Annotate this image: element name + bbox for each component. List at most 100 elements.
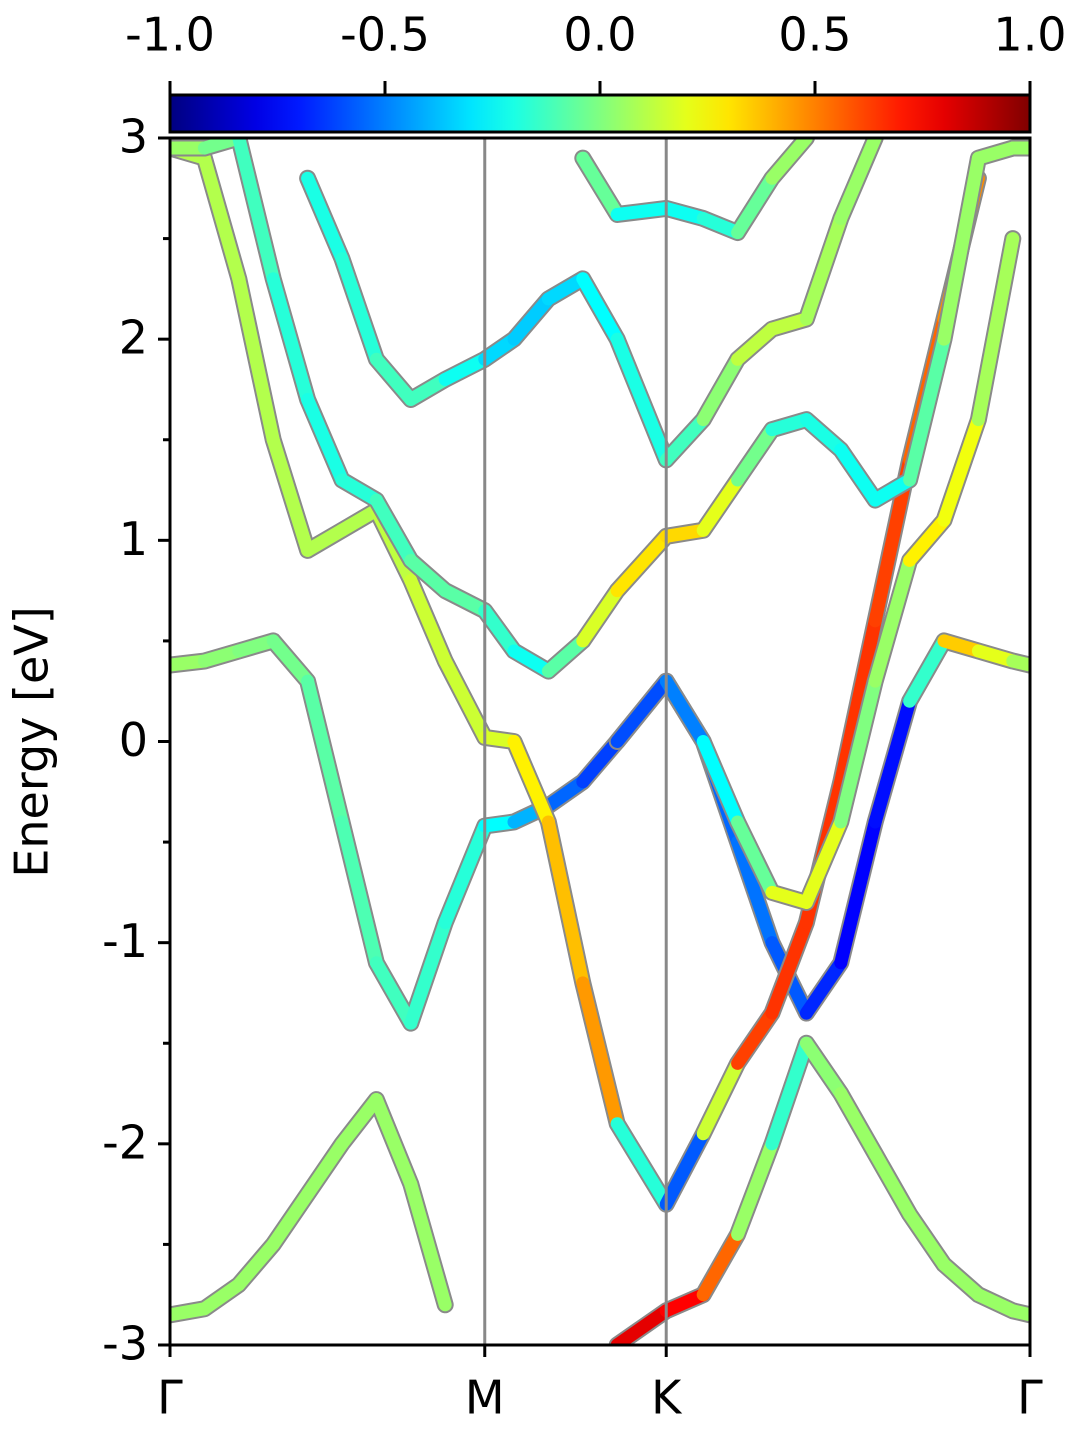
band-segment	[868, 694, 917, 829]
band-segment	[731, 835, 779, 950]
band-segment	[1006, 1304, 1030, 1322]
band-segment	[541, 272, 590, 306]
band-segment	[335, 815, 383, 970]
band-segment	[696, 352, 745, 427]
band-segment	[438, 819, 492, 930]
bands	[170, 138, 1030, 1345]
band-segment	[903, 513, 951, 567]
band-segment	[799, 413, 848, 457]
band-outline	[608, 230, 1022, 911]
band-segment	[369, 1093, 418, 1191]
band-segment	[731, 423, 779, 487]
band-segment	[576, 584, 624, 648]
band-segment	[610, 1304, 673, 1345]
band-segment	[868, 553, 917, 688]
band-segment	[541, 634, 590, 678]
band-segment	[765, 1036, 813, 1151]
band-segment	[576, 735, 624, 789]
band-segment	[834, 138, 882, 225]
band-segment	[369, 956, 418, 1030]
x-tick-label: K	[651, 1371, 683, 1425]
band-segment	[438, 654, 492, 744]
y-tick-label: 2	[119, 311, 148, 365]
y-tick-label: -3	[102, 1317, 148, 1371]
band-segment	[576, 976, 624, 1131]
band-segment	[937, 1258, 985, 1302]
band-segment	[799, 815, 848, 909]
y-tick-label: 3	[119, 110, 148, 164]
band-segment	[799, 1036, 848, 1101]
band-segment	[610, 332, 673, 467]
band-segment	[232, 138, 280, 286]
band-segment	[903, 634, 951, 708]
band-segment	[868, 473, 917, 507]
band-segment	[971, 232, 1020, 427]
band-segment	[834, 1087, 882, 1161]
band-segment	[696, 473, 745, 537]
y-tick-label: -2	[102, 1115, 148, 1169]
band-segment	[335, 1093, 383, 1151]
band-segment	[266, 272, 315, 407]
band-segment	[799, 956, 848, 1020]
band-segment	[438, 584, 492, 618]
band-segment	[937, 151, 985, 346]
band-segment	[659, 1127, 710, 1211]
y-tick-label: 0	[119, 713, 148, 767]
band-segment	[868, 1147, 917, 1221]
y-tick-label: -1	[102, 914, 148, 968]
band-segment	[731, 322, 779, 366]
band-segment	[369, 352, 418, 407]
band-segment	[659, 413, 710, 467]
band-segment	[369, 493, 418, 567]
band-segment	[404, 372, 452, 407]
band-segment	[903, 1207, 951, 1272]
band-segment	[834, 674, 882, 829]
band-segment	[731, 171, 779, 240]
x-tick-label: Γ	[157, 1371, 183, 1425]
band-segment	[232, 272, 280, 447]
band-segment	[610, 1117, 673, 1211]
band-segment	[610, 529, 673, 598]
x-tick-label: Γ	[1017, 1371, 1043, 1425]
band-segment	[696, 1056, 745, 1141]
band-segment	[834, 443, 882, 507]
band-segment	[541, 815, 590, 990]
band-segment	[301, 393, 349, 487]
band-segment	[197, 151, 246, 286]
band-outline	[170, 632, 1030, 1032]
band-segment	[507, 644, 555, 678]
band-segment	[335, 473, 383, 507]
band-segment	[404, 574, 452, 668]
band-segment	[507, 292, 555, 346]
band-segment	[696, 735, 745, 829]
band-segment	[731, 1006, 779, 1070]
band-segment	[731, 815, 779, 899]
band-segment	[731, 1137, 779, 1241]
colorbar-tick-label: -0.5	[340, 8, 430, 62]
band-segment	[197, 1278, 246, 1316]
x-tick-label: M	[465, 1371, 505, 1425]
band-segment	[937, 413, 985, 527]
band-segment	[610, 201, 673, 221]
band-segment	[659, 1288, 710, 1318]
band-segment	[404, 553, 452, 598]
band-segment	[301, 523, 349, 557]
colorbar-tick-label: 0.5	[778, 8, 851, 62]
band-segment	[1006, 654, 1030, 672]
band-segment	[765, 138, 813, 185]
band-segment	[903, 332, 951, 487]
band-segment	[541, 775, 590, 813]
y-axis-label: Energy [eV]	[5, 606, 59, 877]
band-segment	[765, 916, 813, 1020]
band-segment	[232, 1237, 280, 1292]
band-segment	[478, 604, 521, 658]
band-segment	[696, 1227, 745, 1302]
colorbar-tick-label: 0.0	[563, 8, 636, 62]
band-segment	[301, 171, 349, 266]
band-segment	[404, 1177, 452, 1312]
band-segment	[659, 674, 710, 748]
band-segment	[266, 433, 315, 557]
band-segment	[507, 735, 555, 829]
band-segment	[266, 634, 315, 688]
